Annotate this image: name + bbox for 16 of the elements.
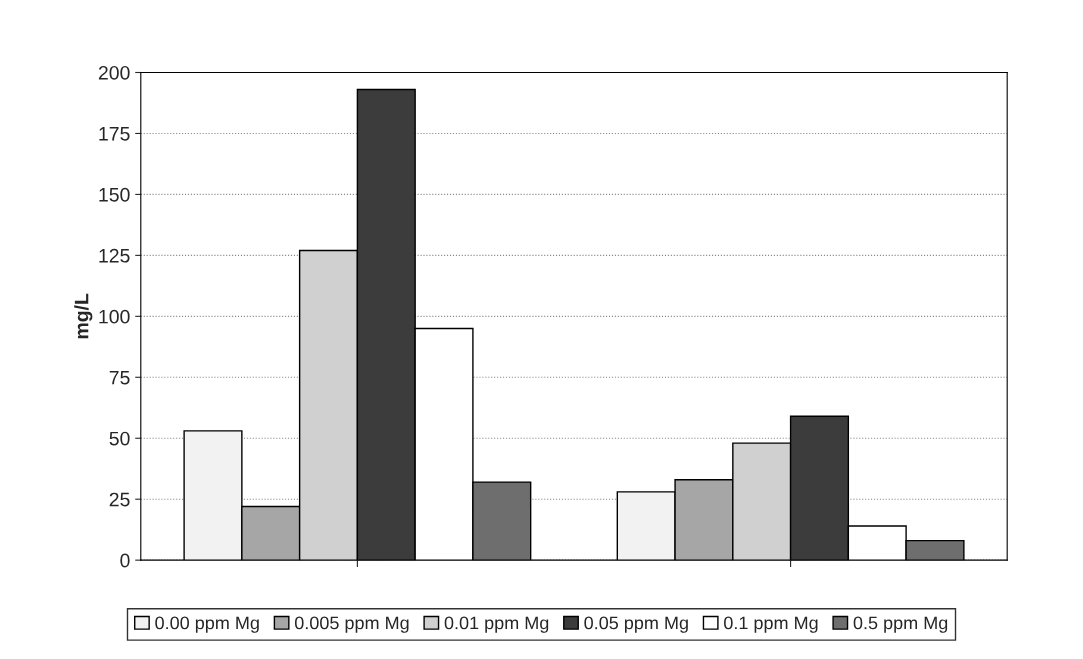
legend-label: 0.01 ppm Mg — [444, 616, 549, 633]
y-axis-title: mg/L — [74, 293, 93, 339]
y-tick-label: 75 — [109, 370, 130, 385]
legend-label: 0.5 ppm Mg — [853, 616, 948, 633]
y-tick-label: 0 — [120, 553, 130, 568]
y-tick-label: 50 — [109, 431, 130, 446]
legend-label: 0.1 ppm Mg — [724, 616, 818, 633]
y-tick-label: 25 — [109, 492, 130, 507]
y-tick-label: 125 — [99, 248, 130, 263]
legend-label: 0.005 ppm Mg — [294, 616, 409, 633]
y-tick-label: 100 — [99, 309, 130, 324]
y-tick-label: 175 — [99, 127, 130, 141]
legend-label: 0.00 ppm Mg — [155, 616, 259, 633]
legend-label: 0.05 ppm Mg — [584, 616, 688, 633]
y-tick-label: 150 — [99, 187, 130, 202]
y-tick-label: 200 — [98, 65, 130, 80]
